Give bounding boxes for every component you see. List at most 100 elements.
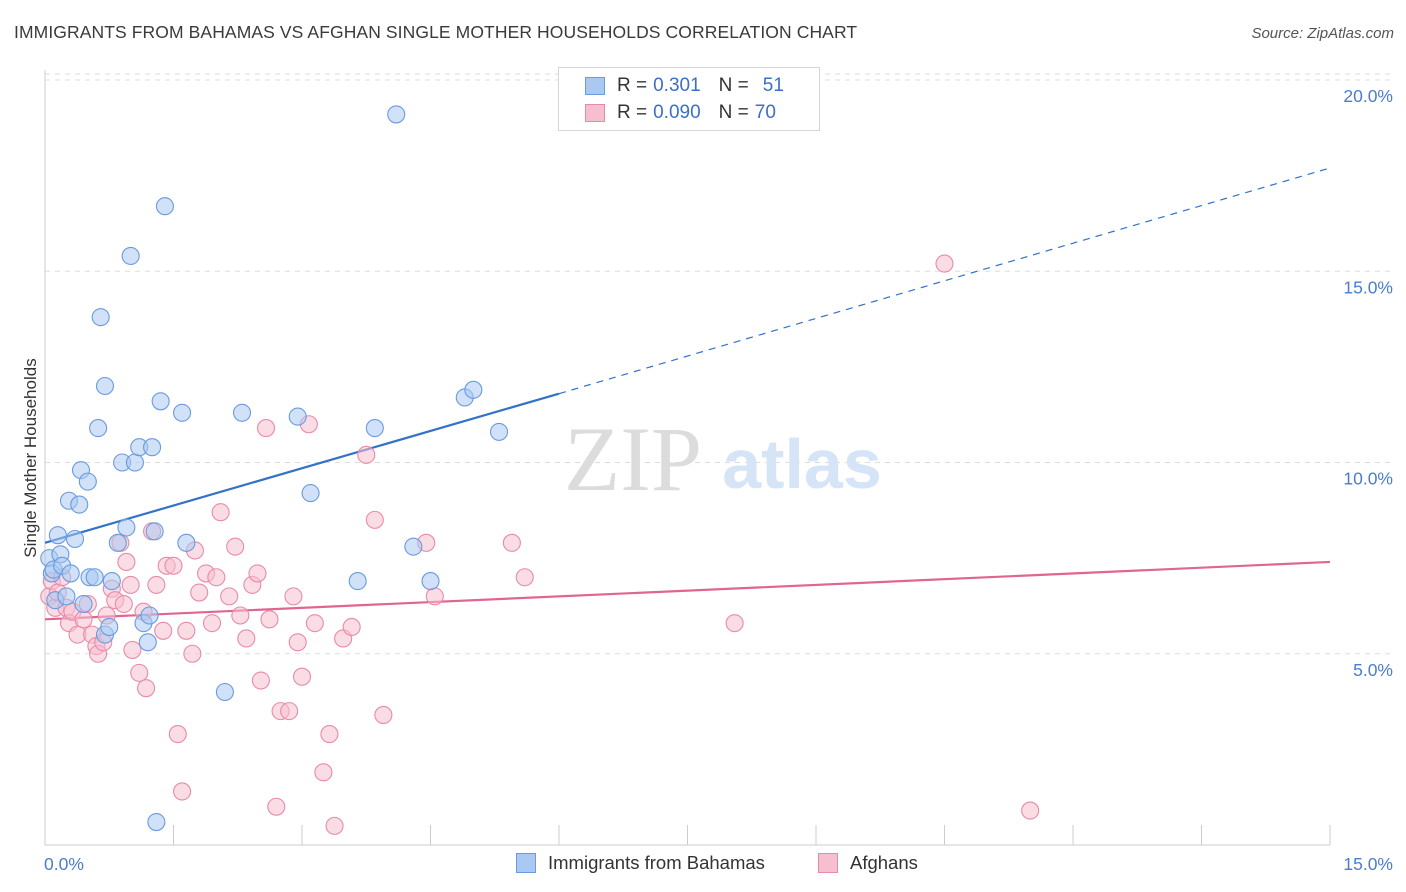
point-bahamas xyxy=(421,572,440,591)
point-afghans xyxy=(342,617,361,637)
point-afghans xyxy=(357,445,376,464)
point-bahamas xyxy=(365,419,384,438)
data-points xyxy=(40,105,1040,835)
watermark: ZIP atlas xyxy=(564,408,882,510)
legend-row-bahamas: R = 0.301 N = 51 xyxy=(585,73,784,99)
legend-r-value: 0.090 xyxy=(653,102,701,123)
trend-line-afghans xyxy=(44,560,1331,621)
bottom-legend-bahamas: Immigrants from Bahamas xyxy=(516,852,765,874)
point-bahamas xyxy=(140,606,159,625)
bottom-legend-label: Immigrants from Bahamas xyxy=(548,852,765,873)
point-bahamas xyxy=(464,380,483,399)
point-bahamas xyxy=(74,594,93,614)
point-afghans xyxy=(190,583,209,602)
point-bahamas xyxy=(177,533,196,552)
point-bahamas xyxy=(102,572,121,591)
point-afghans xyxy=(292,667,312,686)
y-axis-label: Single Mother Households xyxy=(21,358,40,557)
trend-line-bahamas xyxy=(44,392,560,544)
y-tick-label: 10.0% xyxy=(1343,469,1393,489)
point-bahamas xyxy=(232,403,252,422)
legend-box: R = 0.301 N = 51 R = 0.090 N = 70 xyxy=(558,67,820,131)
point-bahamas xyxy=(65,529,85,549)
point-bahamas xyxy=(138,633,157,652)
point-bahamas xyxy=(91,308,110,327)
point-bahamas xyxy=(348,572,367,591)
point-afghans xyxy=(207,568,226,587)
bottom-legend-label: Afghans xyxy=(850,852,918,873)
point-bahamas xyxy=(100,617,119,637)
point-bahamas xyxy=(70,495,89,514)
point-afghans xyxy=(365,510,384,529)
point-bahamas xyxy=(387,105,406,124)
point-afghans xyxy=(256,419,276,438)
point-bahamas xyxy=(108,533,127,552)
point-afghans xyxy=(425,587,444,606)
bottom-legend: Immigrants from Bahamas Afghans xyxy=(0,852,1406,878)
point-afghans xyxy=(725,614,744,633)
point-bahamas xyxy=(215,682,234,702)
point-afghans xyxy=(177,621,196,640)
point-bahamas xyxy=(117,518,136,537)
point-bahamas xyxy=(85,568,104,587)
point-bahamas xyxy=(404,537,423,556)
point-bahamas xyxy=(145,522,164,541)
point-afghans xyxy=(220,587,239,606)
point-afghans xyxy=(137,679,156,698)
point-bahamas xyxy=(61,564,80,583)
point-afghans xyxy=(147,575,166,594)
point-afghans xyxy=(935,254,954,273)
y-tick-labels: 5.0% 10.0% 15.0% 20.0% xyxy=(1343,86,1393,680)
point-bahamas xyxy=(143,438,162,457)
legend-n-label: N = xyxy=(718,102,749,123)
legend-n-value: 51 xyxy=(762,75,784,96)
bottom-legend-swatch-pink xyxy=(818,853,838,873)
point-afghans xyxy=(374,705,393,725)
point-bahamas xyxy=(125,453,144,472)
point-bahamas xyxy=(78,472,97,491)
watermark-atlas: atlas xyxy=(722,425,882,503)
point-afghans xyxy=(130,663,149,682)
legend-r-label: R = xyxy=(617,75,648,96)
legend-r-label: R = xyxy=(617,102,648,123)
watermark-zip: ZIP xyxy=(564,408,702,510)
point-bahamas xyxy=(48,526,67,545)
point-bahamas xyxy=(89,419,108,438)
point-afghans xyxy=(284,587,303,606)
point-bahamas xyxy=(301,484,320,503)
point-afghans xyxy=(164,556,183,575)
point-afghans xyxy=(114,594,133,614)
point-afghans xyxy=(173,782,192,801)
point-bahamas xyxy=(173,403,192,422)
legend-row-afghans: R = 0.090 N = 70 xyxy=(585,100,776,126)
legend-swatch-blue xyxy=(585,77,605,95)
trend-line-extension xyxy=(558,167,1331,395)
point-afghans xyxy=(117,552,136,572)
point-afghans xyxy=(251,671,270,690)
point-afghans xyxy=(288,633,307,652)
point-bahamas xyxy=(151,392,170,411)
axes xyxy=(44,70,1331,846)
x-tick-label: 15.0% xyxy=(1343,854,1393,874)
point-afghans xyxy=(248,564,267,583)
point-afghans xyxy=(1021,801,1040,820)
point-afghans xyxy=(203,614,222,633)
point-bahamas xyxy=(57,587,76,606)
point-afghans xyxy=(260,610,279,629)
point-afghans xyxy=(267,797,286,816)
point-afghans xyxy=(123,640,142,659)
point-afghans xyxy=(231,606,250,625)
point-afghans xyxy=(502,533,521,552)
bottom-legend-swatch-blue xyxy=(516,853,536,873)
point-afghans xyxy=(237,629,256,648)
point-afghans xyxy=(74,610,93,629)
bottom-legend-afghans: Afghans xyxy=(818,852,918,874)
point-afghans xyxy=(314,763,333,782)
point-bahamas xyxy=(121,246,140,265)
point-afghans xyxy=(305,614,324,633)
point-bahamas xyxy=(155,197,174,216)
trend-lines xyxy=(44,167,1331,621)
point-afghans xyxy=(226,537,245,556)
y-tick-label: 20.0% xyxy=(1343,86,1393,106)
